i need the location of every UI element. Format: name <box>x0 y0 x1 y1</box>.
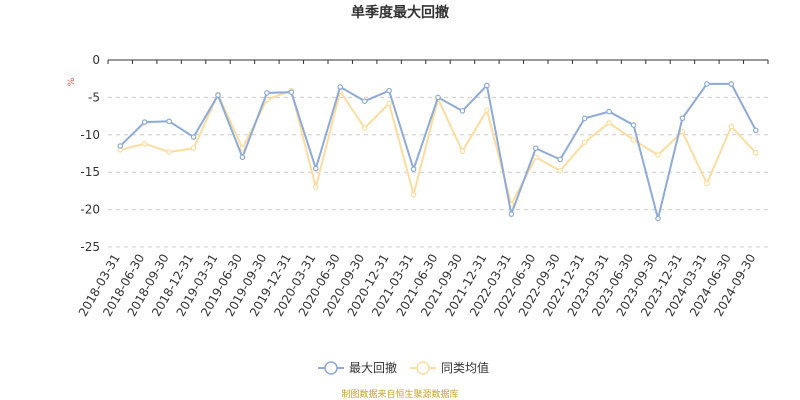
data-point <box>704 81 710 87</box>
data-point <box>215 92 221 98</box>
data-point <box>630 122 637 128</box>
data-point <box>239 145 246 152</box>
axis-layer: 0-5-10-15-20-252018-03-312018-06-302018-… <box>76 53 769 319</box>
data-point <box>581 115 588 122</box>
data-point <box>704 180 710 187</box>
series-layer <box>117 81 759 222</box>
data-point <box>410 191 417 198</box>
data-point <box>361 98 368 104</box>
data-point <box>459 108 466 114</box>
data-point <box>484 82 490 89</box>
data-point <box>728 81 735 87</box>
data-point <box>655 152 661 158</box>
legend-label: 同类均值 <box>441 360 489 375</box>
legend-item-max-drawdown[interactable]: 最大回撤 <box>318 360 397 375</box>
y-tick-label: -10 <box>80 128 100 142</box>
data-point <box>532 154 539 161</box>
legend[interactable]: 最大回撤 同类均值 <box>318 360 489 375</box>
data-point <box>361 125 368 131</box>
data-point <box>532 145 539 152</box>
data-point <box>141 119 148 125</box>
legend-marker-icon <box>416 361 430 375</box>
y-axis-unit: % <box>67 77 77 86</box>
data-point <box>679 115 686 122</box>
y-tick-label: -25 <box>80 240 100 254</box>
series-max-drawdown <box>117 81 759 222</box>
data-point <box>337 84 344 90</box>
y-tick-label: 0 <box>92 53 100 67</box>
data-point <box>557 156 564 163</box>
y-tick-label: -15 <box>80 165 100 179</box>
data-point <box>679 129 686 135</box>
data-point <box>141 140 148 147</box>
data-point <box>557 167 564 174</box>
data-point <box>288 89 295 95</box>
data-point <box>606 108 612 115</box>
data-point <box>166 149 172 155</box>
data-point <box>190 134 197 140</box>
data-point <box>606 120 612 126</box>
data-point <box>484 107 490 113</box>
data-point <box>435 94 441 101</box>
data-point <box>166 118 172 125</box>
data-point <box>728 123 735 130</box>
data-point <box>386 100 392 107</box>
chart-title: 单季度最大回撤 <box>351 4 449 21</box>
legend-item-peer-average[interactable]: 同类均值 <box>410 360 489 375</box>
data-point <box>239 154 246 161</box>
data-point <box>752 127 759 134</box>
data-point <box>312 184 319 190</box>
data-point <box>190 145 197 152</box>
data-point <box>752 149 759 156</box>
source-note: 制图数据来自恒生聚源数据库 <box>341 388 458 400</box>
data-point <box>459 148 466 155</box>
legend-label: 最大回撤 <box>349 360 397 375</box>
series-line <box>119 88 757 208</box>
data-point <box>410 166 417 173</box>
data-point <box>117 143 124 149</box>
data-point <box>386 87 392 94</box>
series-peer-average <box>117 87 759 208</box>
legend-marker-icon <box>324 361 338 375</box>
series-line <box>119 82 757 219</box>
data-point <box>264 90 270 96</box>
y-tick-label: -5 <box>88 90 100 104</box>
data-point <box>508 211 515 217</box>
data-point <box>312 165 319 172</box>
data-point <box>630 137 637 143</box>
y-tick-label: -20 <box>80 203 100 217</box>
data-point <box>655 215 661 222</box>
data-point <box>581 139 588 146</box>
